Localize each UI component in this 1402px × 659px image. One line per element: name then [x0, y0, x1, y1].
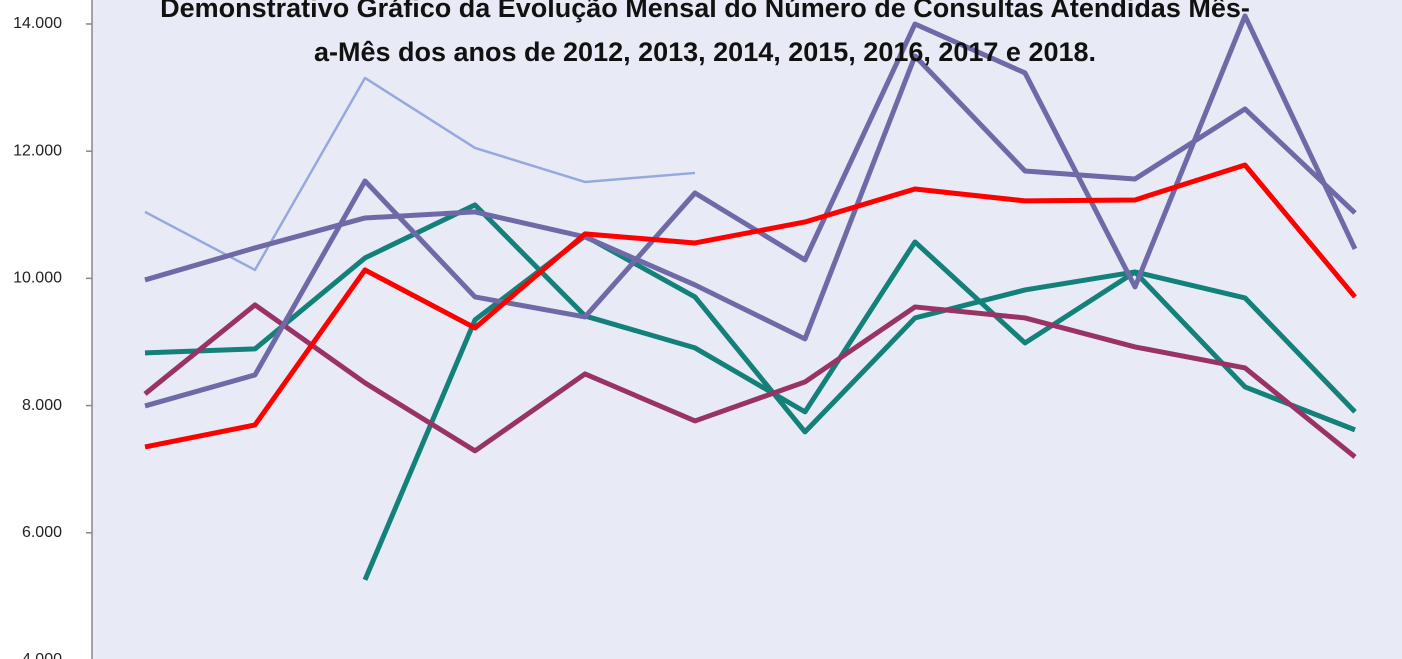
y-tick-label: 6.000	[22, 524, 62, 541]
plot-area	[92, 0, 1402, 659]
line-series	[144, 76, 696, 272]
line-series	[143, 302, 1357, 459]
y-tick-label: 14.000	[13, 15, 62, 32]
line-series	[144, 53, 1357, 342]
y-tick-label: 4.000	[22, 651, 62, 659]
line-series	[144, 162, 1357, 450]
y-tick-label: 12.000	[13, 142, 62, 159]
y-tick-label: 8.000	[22, 397, 62, 414]
line-series	[144, 202, 1357, 415]
chart-title: Demonstrativo Gráfico da Evolução Mensal…	[160, 0, 1250, 67]
line-series	[144, 13, 1358, 409]
y-tick-label: 10.000	[13, 270, 62, 287]
